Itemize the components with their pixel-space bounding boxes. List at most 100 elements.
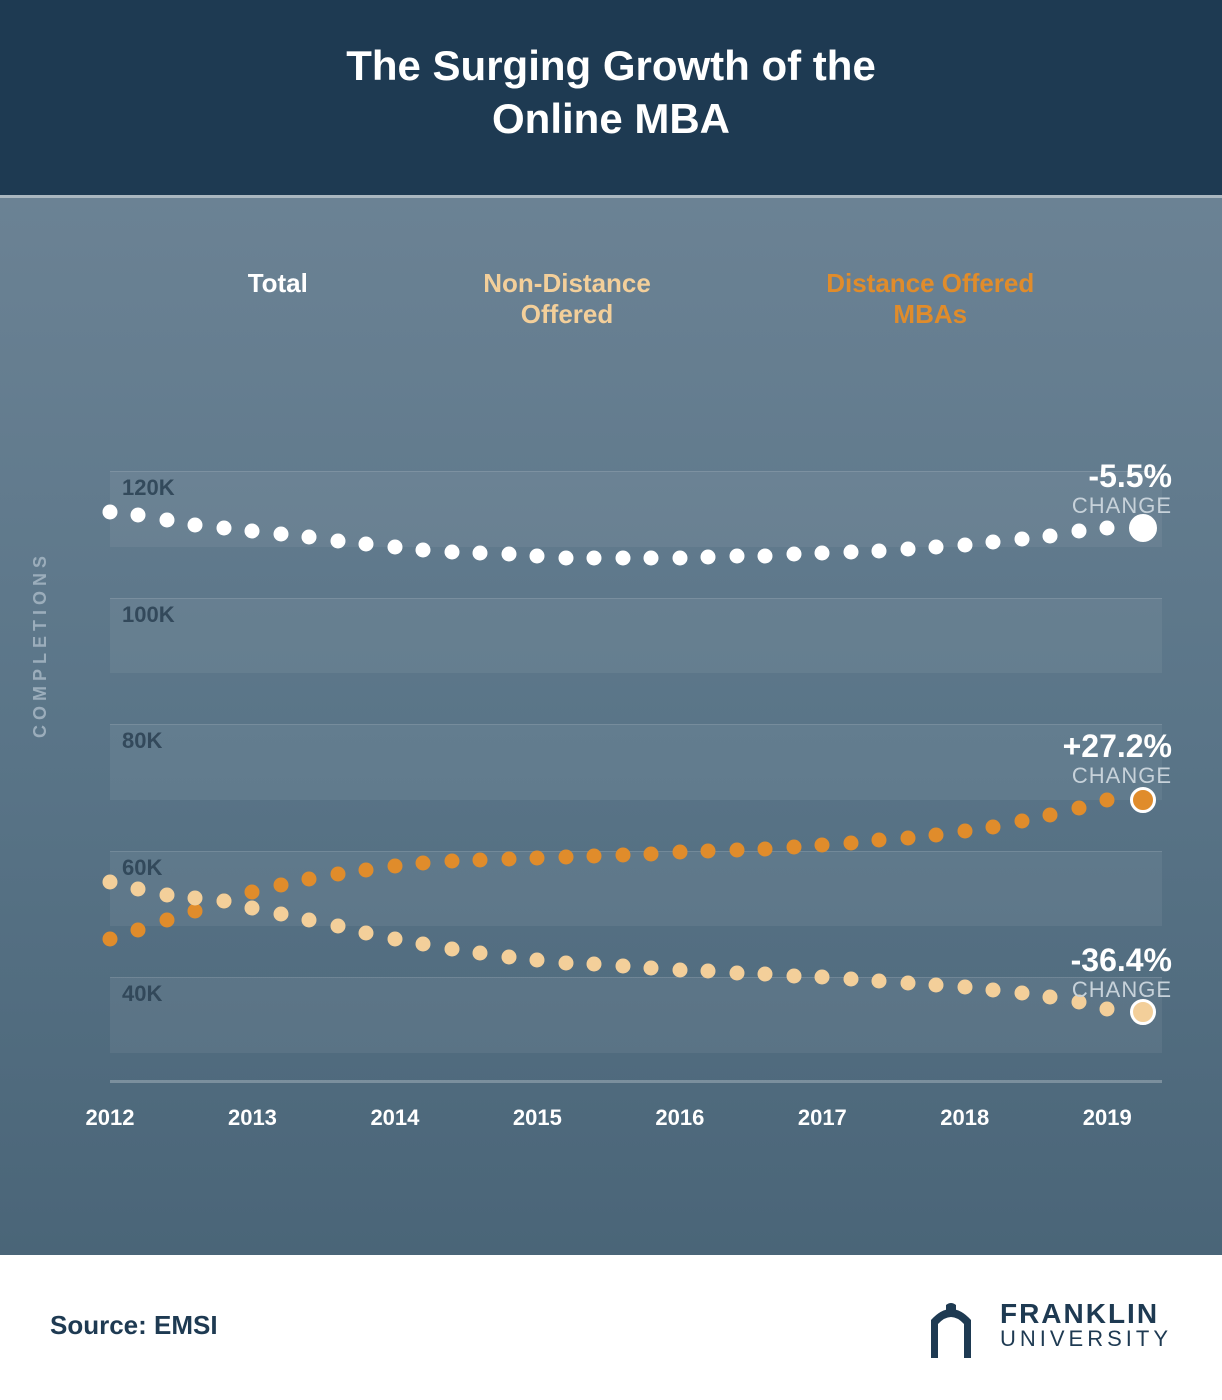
- distance-end-point: [1130, 787, 1156, 813]
- y-tick-label: 60K: [122, 855, 162, 881]
- total-point: [530, 549, 545, 564]
- title-line-1: The Surging Growth of the: [346, 42, 876, 89]
- non-distance-pct-change: -36.4%: [1071, 942, 1172, 979]
- non-distance-point: [957, 980, 972, 995]
- distance-point: [359, 862, 374, 877]
- distance-point: [587, 848, 602, 863]
- gridline: [110, 977, 1162, 1053]
- total-point: [786, 547, 801, 562]
- total-callout: -5.5%CHANGE: [1072, 458, 1172, 519]
- source-attribution: Source: EMSI: [50, 1310, 218, 1341]
- total-point: [501, 547, 516, 562]
- legend-distance-label: Distance OfferedMBAs: [826, 268, 1034, 329]
- total-point: [929, 539, 944, 554]
- non-distance-point: [815, 970, 830, 985]
- distance-point: [843, 835, 858, 850]
- total-point: [843, 544, 858, 559]
- total-point: [216, 520, 231, 535]
- total-point: [131, 508, 146, 523]
- total-point: [729, 549, 744, 564]
- total-point: [273, 527, 288, 542]
- distance-point: [672, 845, 687, 860]
- distance-point: [1071, 800, 1086, 815]
- x-axis: 20122013201420152016201720182019: [110, 1080, 1162, 1150]
- non-distance-point: [444, 941, 459, 956]
- distance-point: [245, 884, 260, 899]
- y-tick-label: 80K: [122, 728, 162, 754]
- total-point: [701, 550, 716, 565]
- total-point: [444, 544, 459, 559]
- legend-non-distance-label: Non-DistanceOffered: [483, 268, 651, 329]
- x-tick-label: 2015: [513, 1105, 562, 1131]
- distance-point: [273, 878, 288, 893]
- total-point: [672, 550, 687, 565]
- distance-point: [701, 844, 716, 859]
- total-point: [1043, 528, 1058, 543]
- franklin-logo: FRANKLIN UNIVERSITY: [916, 1290, 1172, 1360]
- non-distance-point: [701, 963, 716, 978]
- distance-point: [416, 856, 431, 871]
- gridline: [110, 724, 1162, 800]
- title-line-2: Online MBA: [492, 95, 730, 142]
- y-axis-title: COMPLETIONS: [30, 551, 51, 738]
- total-point: [473, 546, 488, 561]
- non-distance-point: [644, 960, 659, 975]
- distance-point: [872, 833, 887, 848]
- legend-total: Total: [248, 268, 308, 330]
- franklin-logo-icon: [916, 1290, 986, 1360]
- non-distance-point: [188, 891, 203, 906]
- chart-area: COMPLETIONS Total Non-DistanceOffered Di…: [0, 195, 1222, 1255]
- total-point: [302, 530, 317, 545]
- total-point: [1100, 520, 1115, 535]
- legend: Total Non-DistanceOffered Distance Offer…: [100, 268, 1182, 330]
- plot-area: 40K60K80K100K120K-5.5%CHANGE+27.2%CHANGE…: [110, 420, 1162, 1040]
- x-tick-label: 2019: [1083, 1105, 1132, 1131]
- total-point: [558, 550, 573, 565]
- distance-pct-change: +27.2%: [1063, 728, 1172, 765]
- y-tick-label: 120K: [122, 475, 175, 501]
- legend-distance: Distance OfferedMBAs: [826, 268, 1034, 330]
- non-distance-point: [131, 881, 146, 896]
- distance-point: [900, 830, 915, 845]
- franklin-logo-text: FRANKLIN UNIVERSITY: [1000, 1300, 1172, 1350]
- non-distance-point: [103, 875, 118, 890]
- non-distance-point: [1100, 1001, 1115, 1016]
- non-distance-point: [530, 953, 545, 968]
- non-distance-point: [501, 949, 516, 964]
- total-point: [872, 543, 887, 558]
- non-distance-change-label: CHANGE: [1071, 977, 1172, 1003]
- distance-point: [957, 823, 972, 838]
- total-change-label: CHANGE: [1072, 493, 1172, 519]
- non-distance-point: [359, 925, 374, 940]
- total-point: [188, 517, 203, 532]
- chart-header: The Surging Growth of the Online MBA: [0, 0, 1222, 195]
- total-point: [644, 551, 659, 566]
- x-tick-label: 2013: [228, 1105, 277, 1131]
- distance-point: [558, 849, 573, 864]
- y-tick-label: 40K: [122, 981, 162, 1007]
- non-distance-point: [786, 968, 801, 983]
- footer: Source: EMSI FRANKLIN UNIVERSITY: [0, 1255, 1222, 1395]
- total-point: [986, 535, 1001, 550]
- total-point: [957, 538, 972, 553]
- legend-non-distance: Non-DistanceOffered: [483, 268, 651, 330]
- distance-point: [330, 866, 345, 881]
- total-point: [159, 513, 174, 528]
- non-distance-point: [872, 973, 887, 988]
- non-distance-point: [302, 913, 317, 928]
- distance-point: [387, 859, 402, 874]
- distance-point: [644, 846, 659, 861]
- x-tick-label: 2016: [655, 1105, 704, 1131]
- distance-point: [501, 851, 516, 866]
- total-point: [245, 524, 260, 539]
- distance-callout: +27.2%CHANGE: [1063, 728, 1172, 789]
- total-point: [587, 551, 602, 566]
- total-point: [1014, 532, 1029, 547]
- non-distance-point: [986, 982, 1001, 997]
- total-point: [387, 539, 402, 554]
- total-point: [1071, 524, 1086, 539]
- x-tick-label: 2012: [86, 1105, 135, 1131]
- non-distance-point: [587, 957, 602, 972]
- non-distance-point: [843, 972, 858, 987]
- non-distance-point: [473, 946, 488, 961]
